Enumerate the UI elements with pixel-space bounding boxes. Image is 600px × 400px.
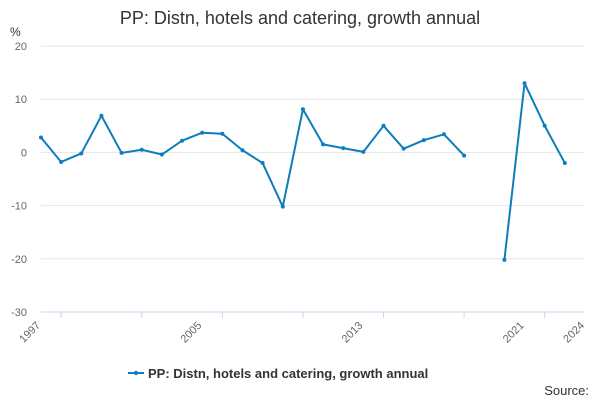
data-point[interactable]	[79, 151, 84, 156]
y-tick-label: -10	[11, 201, 27, 213]
data-point[interactable]	[280, 204, 285, 209]
data-point[interactable]	[502, 257, 507, 262]
data-point[interactable]	[220, 131, 225, 136]
y-tick-label: 10	[15, 94, 27, 106]
series-line-segment	[40, 108, 466, 208]
source-label[interactable]: Source:	[544, 383, 589, 398]
data-point[interactable]	[200, 130, 205, 135]
x-tick-label: 2024	[561, 320, 587, 346]
data-point[interactable]	[381, 123, 386, 128]
x-tick-label: 2021	[501, 320, 527, 346]
x-axis: 1997 2005 2013 2021 2024	[17, 311, 587, 346]
data-point[interactable]	[542, 123, 547, 128]
data-point[interactable]	[462, 153, 467, 158]
data-point[interactable]	[361, 149, 366, 154]
y-axis: 20 10 0 -10 -20 -30	[11, 41, 27, 319]
legend-swatch-marker	[133, 370, 139, 376]
data-point[interactable]	[421, 138, 426, 143]
data-point[interactable]	[99, 113, 104, 118]
data-point[interactable]	[159, 152, 164, 157]
data-point[interactable]	[321, 142, 326, 147]
x-tick-label: 1997	[17, 320, 43, 346]
data-point[interactable]	[39, 135, 43, 140]
series-line-segment	[503, 82, 566, 261]
data-point[interactable]	[119, 150, 124, 155]
data-point[interactable]	[441, 132, 446, 137]
data-point[interactable]	[401, 146, 406, 151]
data-point[interactable]	[59, 159, 64, 164]
legend-entry-label: PP: Distn, hotels and catering, growth a…	[148, 366, 428, 381]
x-tick-label: 2013	[340, 320, 366, 346]
series-line	[39, 81, 567, 262]
data-point[interactable]	[260, 161, 265, 166]
data-point[interactable]	[562, 161, 567, 166]
y-tick-label: -20	[11, 254, 27, 266]
legend: PP: Distn, hotels and catering, growth a…	[128, 366, 428, 381]
y-tick-label: 0	[21, 147, 27, 159]
data-point[interactable]	[180, 138, 185, 143]
data-point[interactable]	[240, 148, 245, 153]
data-point[interactable]	[300, 107, 305, 112]
y-tick-label: -30	[11, 307, 27, 319]
x-tick-label: 2005	[179, 320, 205, 346]
gridlines	[41, 45, 585, 313]
data-point[interactable]	[139, 147, 144, 152]
y-tick-label: 20	[15, 41, 27, 53]
data-point[interactable]	[341, 146, 346, 151]
chart-title: PP: Distn, hotels and catering, growth a…	[119, 8, 481, 28]
y-axis-unit-label: %	[10, 25, 21, 39]
data-point[interactable]	[522, 81, 527, 86]
